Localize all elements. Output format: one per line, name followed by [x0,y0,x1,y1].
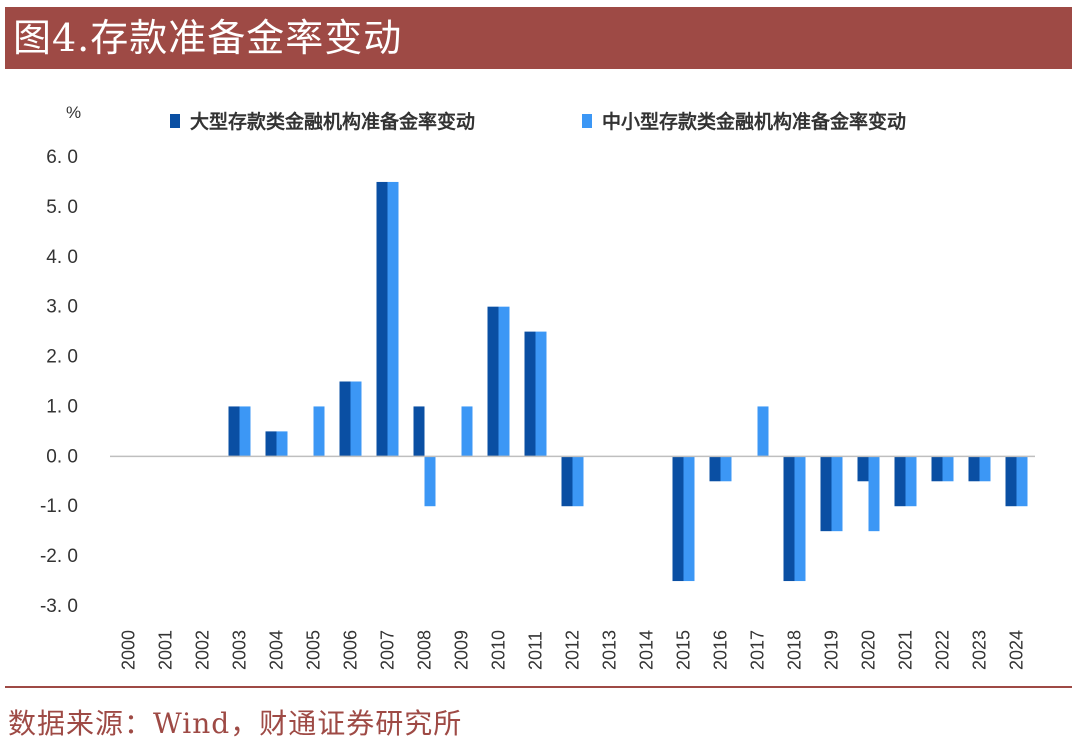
legend-swatch-large [170,114,180,128]
y-tick-label: 4. 0 [46,247,78,268]
x-tick-label: 2006 [341,630,361,670]
bar-small-2022 [942,456,954,482]
bar-small-2020 [868,456,880,532]
bar-small-2011 [535,331,547,457]
x-tick-label: 2024 [1007,630,1027,670]
bar-small-2019 [831,456,843,532]
x-tick-label: 2015 [674,630,694,670]
bar-small-2009 [461,406,473,457]
bar-small-2008 [424,456,436,507]
x-tick-label: 2020 [859,630,879,670]
bar-large-2018 [783,456,795,582]
bars [228,181,1028,582]
x-tick-label: 2010 [489,630,509,670]
bar-small-2017 [757,406,769,457]
y-tick-label: 3. 0 [46,297,78,318]
x-tick-label: 2008 [415,630,435,670]
legend-label-large: 大型存款类金融机构准备金率变动 [190,110,475,133]
bar-large-2012 [561,456,573,507]
bar-large-2010 [487,306,499,457]
legend: 大型存款类金融机构准备金率变动 中小型存款类金融机构准备金率变动 [170,110,906,133]
x-tick-label: 2003 [230,630,250,670]
x-tick-label: 2021 [896,630,916,670]
bar-large-2024 [1005,456,1017,507]
bar-large-2003 [228,406,240,457]
x-tick-label: 2014 [637,630,657,670]
legend-label-small: 中小型存款类金融机构准备金率变动 [602,110,906,133]
bar-small-2024 [1016,456,1028,507]
bar-large-2011 [524,331,536,457]
bar-large-2015 [672,456,684,582]
x-tick-label: 2002 [193,630,213,670]
bar-small-2003 [239,406,251,457]
x-tick-label: 2001 [156,630,176,670]
bar-large-2021 [894,456,906,507]
x-tick-label: 2009 [452,630,472,670]
bar-small-2021 [905,456,917,507]
x-tick-label: 2012 [563,630,583,670]
bar-large-2023 [968,456,980,482]
x-tick-label: 2000 [119,630,139,670]
bar-large-2004 [265,431,277,457]
bar-small-2023 [979,456,991,482]
x-axis: 2000 2001 2002 2003 2004 2005 2006 2007 2008 2009… [119,630,1027,670]
x-tick-label: 2005 [304,630,324,670]
bar-small-2016 [720,456,732,482]
x-tick-label: 2007 [378,630,398,670]
bar-small-2007 [387,181,399,457]
bar-small-2015 [683,456,695,582]
bar-small-2004 [276,431,288,457]
x-tick-label: 2018 [785,630,805,670]
y-tick-label: 1. 0 [46,396,78,417]
page-title: 图4.存款准备金率变动 [5,7,1072,69]
y-axis: 6. 0 5. 0 4. 0 3. 0 2. 0 1. 0 0. 0 -1. 0 -2. 0 -3… [40,147,78,617]
y-tick-label: -3. 0 [40,596,78,617]
bar-large-2006 [339,381,351,457]
bar-large-2008 [413,406,425,457]
x-tick-label: 2016 [711,630,731,670]
bar-small-2018 [794,456,806,582]
bar-large-2020 [857,456,869,482]
x-tick-label: 2011 [526,631,546,670]
y-tick-label: 0. 0 [46,446,78,467]
bar-large-2007 [376,181,388,457]
legend-swatch-small [582,114,592,128]
x-tick-label: 2017 [748,630,768,670]
x-tick-label: 2004 [267,630,287,670]
bar-chart: % 大型存款类金融机构准备金率变动 中小型存款类金融机构准备金率变动 6. 0 5… [40,103,1035,670]
x-tick-label: 2013 [600,630,620,670]
bar-small-2010 [498,306,510,457]
y-tick-label: 5. 0 [46,197,78,218]
y-tick-label: 2. 0 [46,347,78,368]
bar-large-2016 [709,456,721,482]
y-unit-label: % [66,103,81,122]
y-tick-label: -2. 0 [40,546,78,567]
bar-small-2012 [572,456,584,507]
bar-small-2005 [313,406,325,457]
y-tick-label: -1. 0 [40,496,78,517]
y-tick-label: 6. 0 [46,147,78,168]
bar-small-2006 [350,381,362,457]
x-tick-label: 2022 [933,630,953,670]
x-tick-label: 2019 [822,630,842,670]
bar-large-2019 [820,456,832,532]
footer-divider [5,686,1072,688]
bar-large-2022 [931,456,943,482]
source-note: 数据来源：Wind，财通证券研究所 [8,707,463,740]
x-tick-label: 2023 [970,630,990,670]
